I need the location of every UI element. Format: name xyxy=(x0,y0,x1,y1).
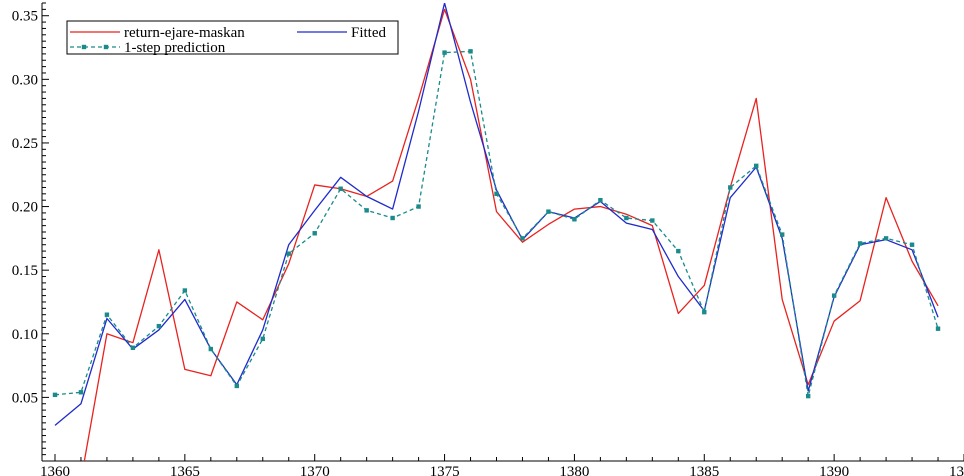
series-line-2 xyxy=(54,50,939,397)
data-point xyxy=(572,217,577,222)
x-tick-label: 1380 xyxy=(559,464,589,476)
x-axis: 1360 1365 1370 1375 1380 1385 1390 1395 xyxy=(40,454,964,476)
x-tick-label: 1365 xyxy=(170,464,200,476)
legend: return-ejare-maskan Fitted 1-step predicti… xyxy=(66,20,399,56)
y-tick-label: 0.10 xyxy=(12,327,38,343)
x-tick-label: 1390 xyxy=(819,464,849,476)
data-point xyxy=(104,312,110,317)
data-point xyxy=(52,392,58,398)
data-point xyxy=(182,288,188,293)
data-point xyxy=(416,204,421,209)
data-point xyxy=(754,163,759,169)
x-tick-label: 1385 xyxy=(689,464,719,476)
data-point xyxy=(624,215,629,221)
data-point xyxy=(650,218,655,223)
data-point xyxy=(234,383,239,389)
y-tick-label: 0.30 xyxy=(12,72,38,88)
data-point xyxy=(260,336,265,342)
x-tick-label: 1370 xyxy=(300,464,330,476)
data-point xyxy=(728,185,733,190)
data-point xyxy=(831,293,837,298)
x-tick-label: 1360 xyxy=(40,464,70,476)
y-axis: 0.05 0.10 0.15 0.20 0.25 0.30 0.35 xyxy=(12,2,49,456)
data-point xyxy=(909,242,915,247)
data-point xyxy=(390,215,395,221)
y-tick-label: 0.25 xyxy=(12,136,38,152)
y-tick-label: 0.05 xyxy=(12,390,38,406)
data-point xyxy=(442,50,447,55)
data-point xyxy=(364,208,369,213)
data-point xyxy=(883,236,889,241)
data-point xyxy=(546,209,551,214)
data-point xyxy=(130,345,136,350)
data-point xyxy=(156,323,162,329)
data-point xyxy=(935,326,941,331)
series-layer xyxy=(52,3,941,461)
data-point xyxy=(468,49,473,54)
x-tick-label: 1395 xyxy=(949,464,964,476)
y-tick-label: 0.15 xyxy=(12,263,38,279)
data-point xyxy=(286,251,291,256)
data-point xyxy=(702,309,707,315)
legend-label: Fitted xyxy=(351,25,387,41)
data-point xyxy=(520,236,525,241)
series-line-0 xyxy=(83,8,939,461)
data-point xyxy=(598,197,603,203)
data-point xyxy=(312,231,317,236)
data-point xyxy=(494,191,499,197)
legend-marker xyxy=(103,44,109,50)
data-point xyxy=(676,248,681,254)
data-point xyxy=(338,186,343,191)
legend-label: return-ejare-maskan xyxy=(124,25,245,41)
y-tick-label: 0.20 xyxy=(12,200,38,216)
plot-area xyxy=(41,3,964,462)
legend-marker xyxy=(81,44,87,50)
data-point xyxy=(805,393,811,399)
legend-box xyxy=(66,20,399,55)
data-point xyxy=(208,346,214,352)
x-tick-label: 1375 xyxy=(430,464,460,476)
data-point xyxy=(857,241,863,246)
data-point xyxy=(779,232,785,237)
legend-label: 1-step prediction xyxy=(124,40,226,56)
series-line-1 xyxy=(54,3,939,426)
data-point xyxy=(78,390,84,395)
y-tick-label: 0.35 xyxy=(12,9,38,25)
